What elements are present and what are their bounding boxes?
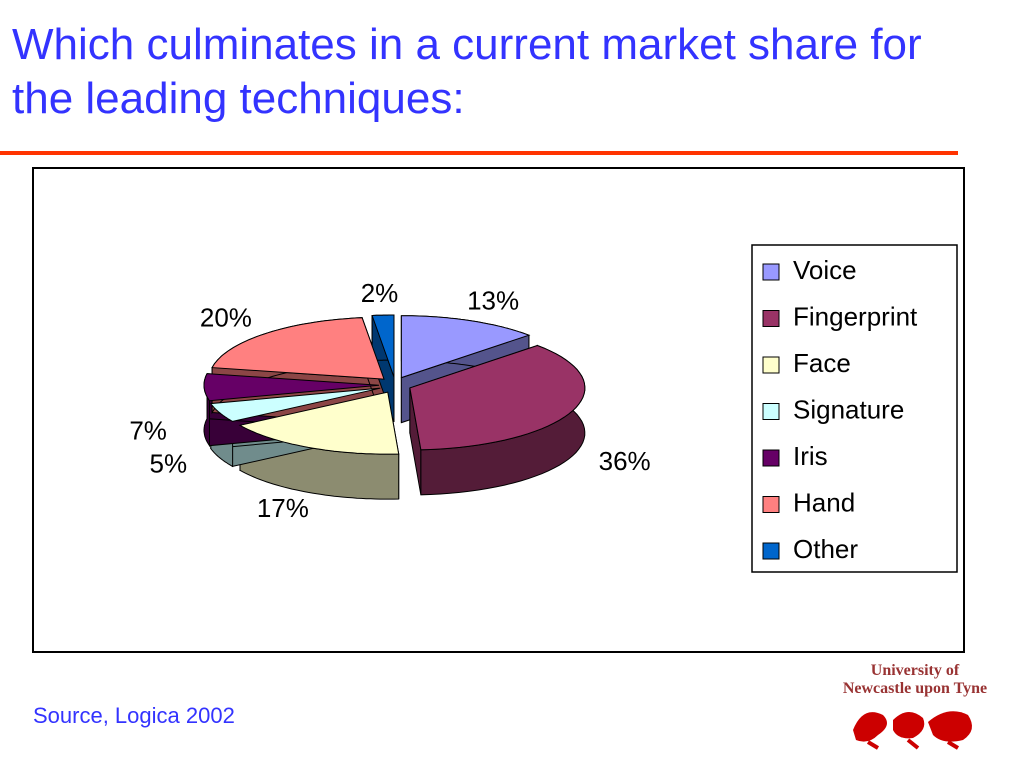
pie-slice bbox=[400, 315, 531, 379]
legend-swatch bbox=[762, 496, 780, 513]
legend-label: Hand bbox=[793, 487, 855, 517]
pie-slice bbox=[209, 387, 381, 422]
data-label: 20% bbox=[200, 302, 252, 332]
legend-label: Voice bbox=[793, 255, 857, 285]
legend-label: Signature bbox=[793, 394, 904, 424]
legend-swatch bbox=[762, 542, 780, 560]
data-label: 2% bbox=[361, 278, 399, 308]
pie-slice bbox=[203, 373, 380, 402]
legend-label: Fingerprint bbox=[793, 301, 918, 331]
data-label: 17% bbox=[257, 493, 309, 523]
pie-slice bbox=[238, 391, 400, 455]
logo-lions bbox=[853, 711, 972, 750]
slide-title: Which culminates in a current market sha… bbox=[12, 20, 922, 123]
source-note: Source, Logica 2002 bbox=[33, 703, 235, 728]
logo-text: University of bbox=[870, 662, 960, 679]
data-label: 13% bbox=[467, 285, 519, 315]
legend-label: Face bbox=[793, 348, 851, 378]
data-label: 5% bbox=[150, 449, 188, 479]
legend-swatch bbox=[762, 403, 780, 420]
logo-text: Newcastle upon Tyne bbox=[842, 680, 988, 697]
data-label: 7% bbox=[129, 416, 167, 446]
pie-slice bbox=[211, 317, 385, 380]
data-label: 36% bbox=[599, 446, 651, 476]
title-rule bbox=[0, 151, 958, 155]
legend-swatch bbox=[762, 310, 780, 327]
legend-label: Iris bbox=[793, 441, 828, 471]
legend-swatch bbox=[762, 356, 780, 374]
pie-slice bbox=[371, 314, 395, 378]
legend-label: Other bbox=[793, 534, 858, 564]
legend-box bbox=[751, 244, 958, 573]
pie-slice bbox=[409, 344, 586, 451]
legend-swatch bbox=[762, 263, 780, 281]
legend-swatch bbox=[762, 449, 780, 467]
